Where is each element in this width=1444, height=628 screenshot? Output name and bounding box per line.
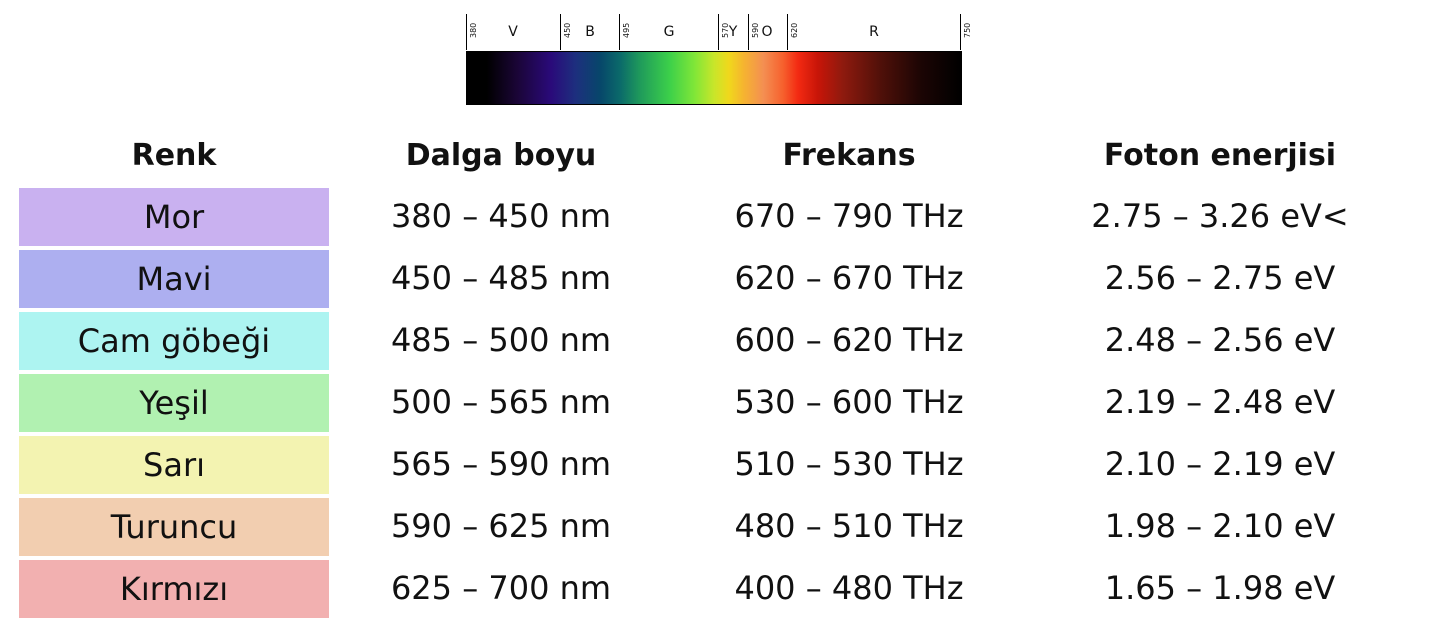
photon-energy-cell: 2.19 – 2.48 eV bbox=[1104, 383, 1336, 421]
color-swatch-cell: Kırmızı bbox=[19, 560, 329, 618]
photon-energy-cell: 2.10 – 2.19 eV bbox=[1104, 445, 1336, 483]
frequency-cell: 530 – 600 THz bbox=[734, 383, 964, 421]
wavelength-cell: 500 – 565 nm bbox=[390, 383, 612, 421]
table-row: Mor 380 – 450 nm 670 – 790 THz 2.75 – 3.26 … bbox=[0, 188, 1444, 246]
table-row: Mavi 450 – 485 nm 620 – 670 THz 2.56 – 2.75… bbox=[0, 250, 1444, 308]
spectrum-gradient-bar bbox=[466, 51, 962, 105]
spectrum-band-label: B bbox=[585, 24, 595, 40]
table-row: Sarı 565 – 590 nm 510 – 530 THz 2.10 – 2.19… bbox=[0, 436, 1444, 494]
frequency-cell: 400 – 480 THz bbox=[734, 569, 964, 607]
spectrum-band-label: O bbox=[761, 24, 773, 40]
table-row: Kırmızı 625 – 700 nm 400 – 480 THz 1.65 – 1… bbox=[0, 560, 1444, 618]
photon-energy-cell: 1.98 – 2.10 eV bbox=[1104, 507, 1336, 545]
spectrum-tick-label: 750 bbox=[963, 22, 972, 38]
color-swatch-cell: Turuncu bbox=[19, 498, 329, 556]
spectrum-band-label: R bbox=[869, 24, 879, 40]
wavelength-cell: 450 – 485 nm bbox=[390, 259, 612, 297]
wavelength-cell: 625 – 700 nm bbox=[390, 569, 612, 607]
spectrum-tick bbox=[960, 14, 961, 50]
spectrum-tick bbox=[787, 14, 788, 50]
frequency-cell: 480 – 510 THz bbox=[734, 507, 964, 545]
table-row: Cam göbeği 485 – 500 nm 600 – 620 THz 2.48 … bbox=[0, 312, 1444, 370]
frequency-cell: 600 – 620 THz bbox=[734, 321, 964, 359]
table-row: Turuncu 590 – 625 nm 480 – 510 THz 1.98 – 2… bbox=[0, 498, 1444, 556]
photon-energy-cell: 2.56 – 2.75 eV bbox=[1104, 259, 1336, 297]
color-swatch-cell: Mor bbox=[19, 188, 329, 246]
spectrum-band-label: V bbox=[508, 24, 518, 40]
header-photon-energy: Foton enerjisi bbox=[1103, 138, 1337, 173]
spectrum-tick bbox=[748, 14, 749, 50]
spectrum-tick-label: 380 bbox=[469, 22, 478, 38]
spectrum-tick-label: 620 bbox=[790, 22, 799, 38]
color-swatch-cell: Cam göbeği bbox=[19, 312, 329, 370]
spectrum-band-label: G bbox=[663, 24, 675, 40]
wavelength-cell: 485 – 500 nm bbox=[390, 321, 612, 359]
header-wavelength: Dalga boyu bbox=[405, 138, 597, 173]
photon-energy-cell: 2.48 – 2.56 eV bbox=[1104, 321, 1336, 359]
photon-energy-cell: 1.65 – 1.98 eV bbox=[1104, 569, 1336, 607]
header-color: Renk bbox=[131, 138, 217, 173]
frequency-cell: 510 – 530 THz bbox=[734, 445, 964, 483]
spectrum-tick-label: 450 bbox=[563, 22, 572, 38]
header-frequency: Frekans bbox=[782, 138, 916, 173]
spectrum-tick bbox=[718, 14, 719, 50]
frequency-cell: 620 – 670 THz bbox=[734, 259, 964, 297]
color-swatch-cell: Sarı bbox=[19, 436, 329, 494]
spectrum-tick bbox=[466, 14, 467, 50]
wavelength-cell: 380 – 450 nm bbox=[390, 197, 612, 235]
frequency-cell: 670 – 790 THz bbox=[734, 197, 964, 235]
wavelength-cell: 565 – 590 nm bbox=[390, 445, 612, 483]
spectrum-band-label: Y bbox=[728, 24, 738, 40]
spectrum-tick-label: 590 bbox=[751, 22, 760, 38]
table-row: Yeşil 500 – 565 nm 530 – 600 THz 2.19 – 2.4… bbox=[0, 374, 1444, 432]
spectrum-tick bbox=[560, 14, 561, 50]
photon-energy-cell: 2.75 – 3.26 eV< bbox=[1091, 197, 1349, 235]
spectrum-tick-label: 495 bbox=[622, 22, 631, 38]
spectrum-tick bbox=[619, 14, 620, 50]
wavelength-cell: 590 – 625 nm bbox=[390, 507, 612, 545]
color-swatch-cell: Yeşil bbox=[19, 374, 329, 432]
color-swatch-cell: Mavi bbox=[19, 250, 329, 308]
